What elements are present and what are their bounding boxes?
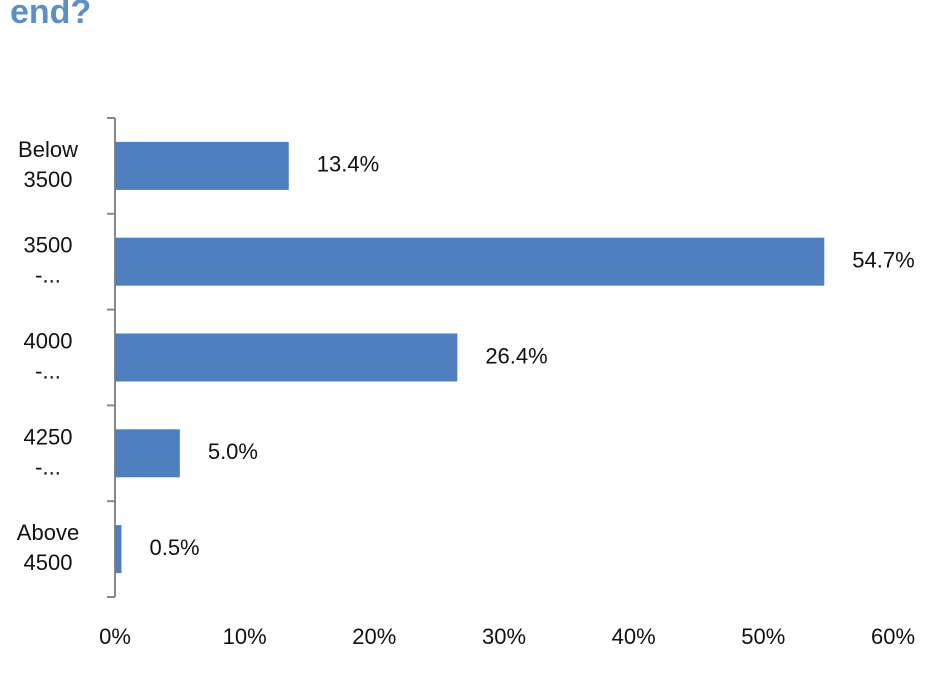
x-tick-label: 0% <box>99 624 131 649</box>
bar <box>115 237 825 286</box>
y-tick-label: Below 3500 <box>18 137 78 192</box>
y-tick-label: 3500 -... <box>24 233 73 288</box>
data-label: 0.5% <box>149 535 199 560</box>
x-tick-label: 60% <box>871 624 915 649</box>
chart-title: end? <box>10 0 91 31</box>
y-tick-label: 4000 -... <box>24 328 73 383</box>
bar <box>115 429 180 478</box>
x-tick-label: 20% <box>352 624 396 649</box>
data-label: 13.4% <box>317 152 379 177</box>
bar <box>115 333 458 382</box>
y-tick-label: 4250 -... <box>24 424 73 479</box>
data-label: 26.4% <box>485 343 547 368</box>
data-label: 54.7% <box>852 248 914 273</box>
x-tick-label: 10% <box>223 624 267 649</box>
y-tick-label: Above 4500 <box>17 520 79 575</box>
x-tick-label: 50% <box>741 624 785 649</box>
data-label: 5.0% <box>208 439 258 464</box>
bar <box>115 141 289 190</box>
x-tick-label: 40% <box>612 624 656 649</box>
x-tick-label: 30% <box>482 624 526 649</box>
bar <box>115 525 122 574</box>
